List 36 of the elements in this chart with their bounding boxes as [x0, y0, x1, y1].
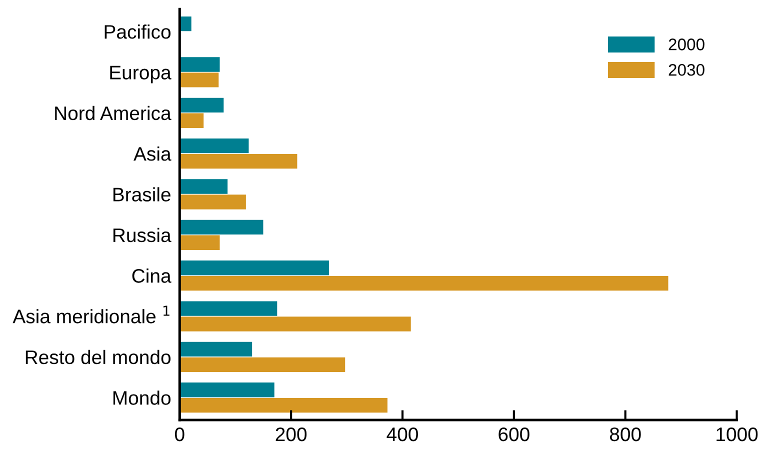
bar	[180, 179, 228, 194]
bar	[180, 194, 246, 210]
bar	[180, 72, 219, 88]
bar	[180, 342, 252, 357]
x-tick-label: 400	[386, 427, 418, 442]
y-tick-label: Asia	[134, 146, 172, 161]
legend-label: 2030	[668, 64, 704, 76]
bar	[180, 113, 204, 128]
y-tick-label: Pacifico	[104, 24, 170, 39]
x-tick-label: 600	[498, 427, 530, 442]
y-tick-label: Resto del mondo	[26, 350, 171, 364]
y-tick-label: Mondo	[113, 390, 171, 405]
bar	[180, 301, 278, 316]
bar	[180, 154, 298, 169]
x-tick-label: 200	[276, 427, 307, 442]
bar	[180, 276, 668, 291]
bar	[180, 357, 346, 372]
bar	[180, 220, 264, 235]
x-tick-label: 0	[175, 427, 184, 442]
y-tick-label: Cina	[132, 268, 172, 283]
x-tick-label: 800	[610, 427, 641, 442]
x-tick-label: 1000	[716, 427, 758, 442]
bar	[180, 138, 249, 154]
bar	[180, 57, 220, 72]
bar	[180, 316, 411, 332]
bar	[180, 382, 274, 398]
bar	[180, 98, 224, 113]
y-tick-label: Brasile	[113, 187, 170, 202]
bar	[180, 398, 388, 413]
bar	[180, 235, 220, 250]
y-tick-label: Russia	[113, 228, 172, 242]
bar	[180, 260, 329, 276]
y-tick-label: Europa	[110, 66, 172, 84]
y-tick-label: Asia meridionale $^{1}$	[12, 306, 170, 324]
y-tick-label: Nord America	[55, 106, 172, 120]
legend-label: 2000	[668, 38, 704, 50]
